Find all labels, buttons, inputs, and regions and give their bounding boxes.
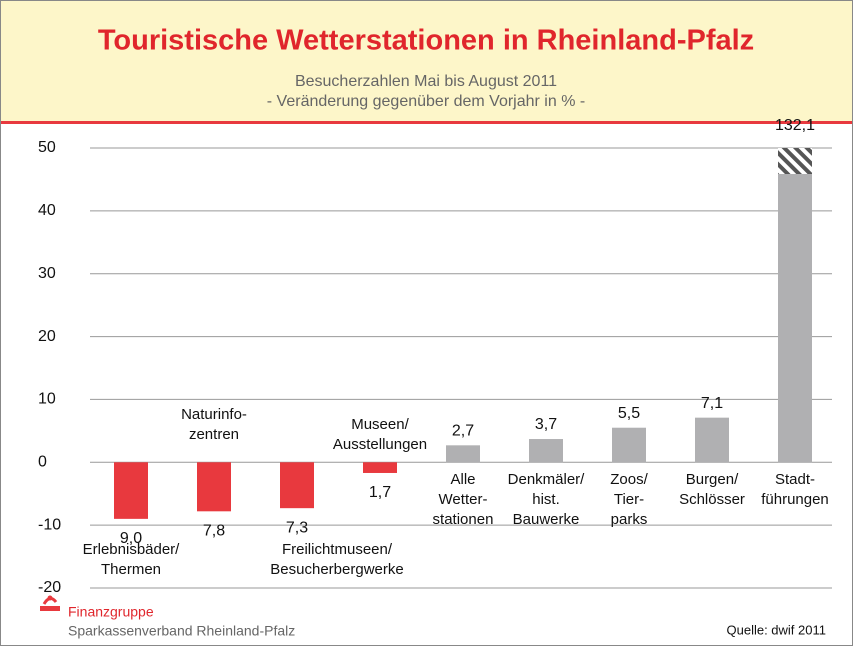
x-tick-label: Museen/ xyxy=(351,416,409,433)
org-group: Finanzgruppe xyxy=(68,604,154,620)
value-label: 7,8 xyxy=(203,523,225,540)
x-tick-label: hist. xyxy=(532,491,560,508)
bar xyxy=(363,462,397,473)
source: Quelle: dwif 2011 xyxy=(727,622,827,637)
bar xyxy=(612,427,646,463)
value-label: 3,7 xyxy=(535,416,557,433)
header-bg xyxy=(1,1,852,122)
y-tick-label: 10 xyxy=(38,391,56,408)
bar xyxy=(114,462,148,519)
x-tick-label: Burgen/ xyxy=(686,471,739,488)
value-label: 2,7 xyxy=(452,423,474,440)
chart-title: Touristische Wetterstationen in Rheinlan… xyxy=(98,25,754,57)
value-label: 7,3 xyxy=(286,519,308,536)
x-tick-label: Stadt- xyxy=(775,471,815,488)
y-tick-label: -20 xyxy=(38,579,61,596)
logo xyxy=(40,595,60,611)
x-tick-label: parks xyxy=(611,511,648,528)
subtitle: - Veränderung gegenüber dem Vorjahr in %… xyxy=(267,93,585,110)
y-tick-label: 0 xyxy=(38,454,47,471)
value-label: 7,1 xyxy=(701,395,723,412)
value-label: 1,7 xyxy=(369,484,391,501)
x-tick-label: stationen xyxy=(433,511,494,528)
x-tick-label: Erlebnisbäder/ xyxy=(83,541,181,558)
x-tick-label: Naturinfo- xyxy=(181,406,247,423)
axis-break xyxy=(778,148,812,174)
value-label: 132,1 xyxy=(775,117,815,134)
x-tick-label: führungen xyxy=(761,491,829,508)
bar xyxy=(529,439,563,463)
y-tick-label: 30 xyxy=(38,265,56,282)
x-tick-label: Alle xyxy=(450,471,475,488)
org-name: Sparkassenverband Rheinland-Pfalz xyxy=(68,623,295,639)
header-rule xyxy=(1,121,852,124)
x-tick-label: Thermen xyxy=(101,561,161,578)
y-tick-label: 20 xyxy=(38,328,56,345)
bar xyxy=(695,417,729,463)
x-tick-label: zentren xyxy=(189,426,239,443)
bar xyxy=(446,445,480,463)
x-tick-label: Bauwerke xyxy=(513,511,580,528)
x-tick-label: Tier- xyxy=(614,491,644,508)
bar xyxy=(280,462,314,509)
y-tick-label: -10 xyxy=(38,516,61,533)
x-tick-label: Denkmäler/ xyxy=(508,471,586,488)
value-label: 5,5 xyxy=(618,405,640,422)
value-label: 9,0 xyxy=(120,530,142,547)
bar xyxy=(778,148,812,463)
x-tick-label: Schlösser xyxy=(679,491,745,508)
x-tick-label: Zoos/ xyxy=(610,471,648,488)
subtitle: Besucherzahlen Mai bis August 2011 xyxy=(295,73,557,90)
y-tick-label: 50 xyxy=(38,139,56,156)
bar xyxy=(197,462,231,512)
x-tick-label: Freilichtmuseen/ xyxy=(282,541,393,558)
y-tick-label: 40 xyxy=(38,202,56,219)
x-tick-label: Wetter- xyxy=(439,491,488,508)
x-tick-label: Ausstellungen xyxy=(333,436,427,453)
x-tick-label: Besucherbergwerke xyxy=(270,561,403,578)
